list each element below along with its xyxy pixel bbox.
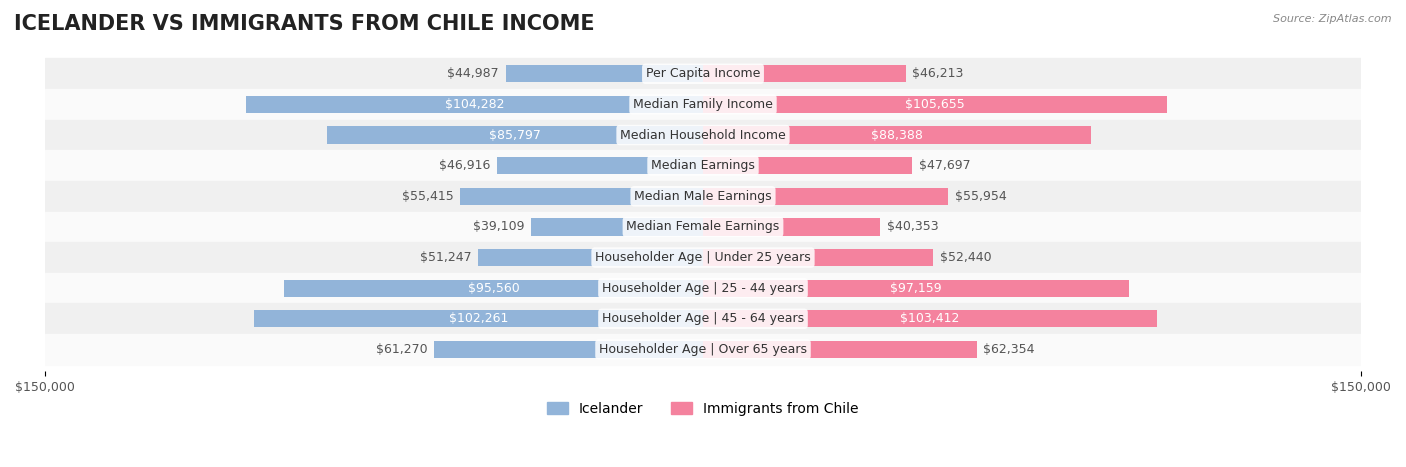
Text: Householder Age | 25 - 44 years: Householder Age | 25 - 44 years xyxy=(602,282,804,295)
Bar xyxy=(254,310,703,327)
Bar xyxy=(45,334,1361,365)
Text: $95,560: $95,560 xyxy=(468,282,519,295)
Text: $44,987: $44,987 xyxy=(447,67,499,80)
Text: Householder Age | Under 25 years: Householder Age | Under 25 years xyxy=(595,251,811,264)
Bar xyxy=(246,96,703,113)
Text: $46,213: $46,213 xyxy=(912,67,963,80)
Text: Median Earnings: Median Earnings xyxy=(651,159,755,172)
Bar xyxy=(703,280,1129,297)
Bar xyxy=(703,65,905,82)
Bar xyxy=(460,188,703,205)
Text: Median Family Income: Median Family Income xyxy=(633,98,773,111)
Bar xyxy=(45,242,1361,273)
Bar xyxy=(703,127,1091,144)
Bar xyxy=(45,150,1361,181)
Bar xyxy=(703,157,912,174)
Bar xyxy=(478,249,703,266)
Bar xyxy=(703,249,934,266)
Text: $104,282: $104,282 xyxy=(444,98,503,111)
Text: $88,388: $88,388 xyxy=(870,128,922,142)
Text: $51,247: $51,247 xyxy=(420,251,471,264)
Text: $97,159: $97,159 xyxy=(890,282,942,295)
Text: Source: ZipAtlas.com: Source: ZipAtlas.com xyxy=(1274,14,1392,24)
Legend: Icelander, Immigrants from Chile: Icelander, Immigrants from Chile xyxy=(541,396,865,421)
Bar xyxy=(45,89,1361,120)
Text: $55,954: $55,954 xyxy=(955,190,1007,203)
Bar xyxy=(703,96,1167,113)
Text: $102,261: $102,261 xyxy=(449,312,509,325)
Text: Householder Age | Over 65 years: Householder Age | Over 65 years xyxy=(599,343,807,356)
Text: $55,415: $55,415 xyxy=(402,190,453,203)
Text: Per Capita Income: Per Capita Income xyxy=(645,67,761,80)
Text: ICELANDER VS IMMIGRANTS FROM CHILE INCOME: ICELANDER VS IMMIGRANTS FROM CHILE INCOM… xyxy=(14,14,595,34)
Bar xyxy=(506,65,703,82)
Text: $61,270: $61,270 xyxy=(375,343,427,356)
Bar xyxy=(45,181,1361,212)
Bar xyxy=(498,157,703,174)
Bar xyxy=(284,280,703,297)
Bar xyxy=(703,310,1157,327)
Text: Median Male Earnings: Median Male Earnings xyxy=(634,190,772,203)
Text: $46,916: $46,916 xyxy=(439,159,491,172)
Bar xyxy=(703,219,880,235)
Bar xyxy=(45,58,1361,89)
Text: $85,797: $85,797 xyxy=(489,128,541,142)
Text: $40,353: $40,353 xyxy=(887,220,938,234)
Bar xyxy=(45,273,1361,304)
Text: Householder Age | 45 - 64 years: Householder Age | 45 - 64 years xyxy=(602,312,804,325)
Text: Median Female Earnings: Median Female Earnings xyxy=(627,220,779,234)
Text: $105,655: $105,655 xyxy=(905,98,965,111)
Bar xyxy=(531,219,703,235)
Text: $52,440: $52,440 xyxy=(939,251,991,264)
Text: Median Household Income: Median Household Income xyxy=(620,128,786,142)
Text: $103,412: $103,412 xyxy=(900,312,959,325)
Text: $62,354: $62,354 xyxy=(983,343,1035,356)
Bar xyxy=(45,212,1361,242)
Text: $39,109: $39,109 xyxy=(474,220,524,234)
Bar xyxy=(45,304,1361,334)
Bar xyxy=(45,120,1361,150)
Text: $47,697: $47,697 xyxy=(920,159,970,172)
Bar xyxy=(326,127,703,144)
Bar xyxy=(703,341,977,358)
Bar xyxy=(703,188,949,205)
Bar xyxy=(434,341,703,358)
